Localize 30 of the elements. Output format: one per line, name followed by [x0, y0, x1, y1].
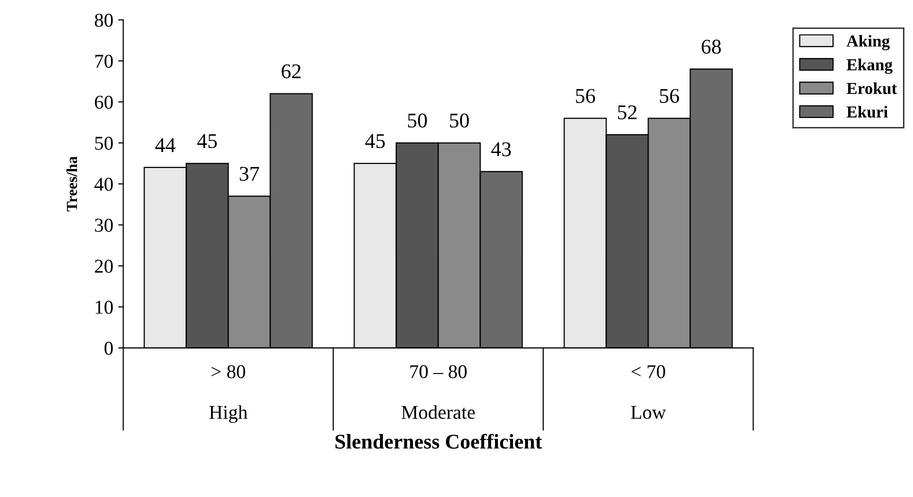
y-axis-title: Trees/ha: [66, 156, 78, 212]
legend-label: Ekang: [846, 58, 893, 74]
legend-label: Ekuri: [846, 106, 888, 118]
y-tick-label: 0: [104, 342, 113, 355]
data-label: 45: [365, 134, 385, 148]
data-label: 43: [491, 142, 511, 156]
data-label: 52: [618, 105, 636, 120]
data-label: 45: [197, 134, 217, 148]
y-tick-label: 80: [94, 14, 113, 27]
legend-label: Aking: [846, 34, 890, 50]
data-label: 56: [660, 88, 680, 103]
category-label: < 70 Low: [630, 365, 666, 419]
data-label: 50: [408, 113, 427, 128]
data-label: 37: [240, 166, 260, 181]
data-label: 68: [702, 40, 721, 54]
x-axis-title: Slenderness Coefficient: [335, 434, 542, 449]
y-tick-label: 10: [96, 300, 113, 314]
data-label: 56: [576, 88, 596, 103]
y-tick-label: 40: [94, 178, 113, 191]
data-label: 62: [282, 64, 301, 78]
y-tick-label: 50: [95, 136, 113, 150]
category-label: 70 – 80 Moderate: [402, 365, 475, 419]
y-tick-label: 60: [94, 96, 113, 109]
y-tick-label: 70: [95, 54, 113, 68]
legend-label: Erokut: [846, 82, 897, 94]
y-tick-label: 20: [94, 260, 113, 273]
y-tick-label: 30: [95, 218, 113, 232]
category-label: > 80 High: [209, 365, 248, 423]
data-label: 44: [155, 138, 176, 152]
data-label: 50: [450, 113, 469, 128]
